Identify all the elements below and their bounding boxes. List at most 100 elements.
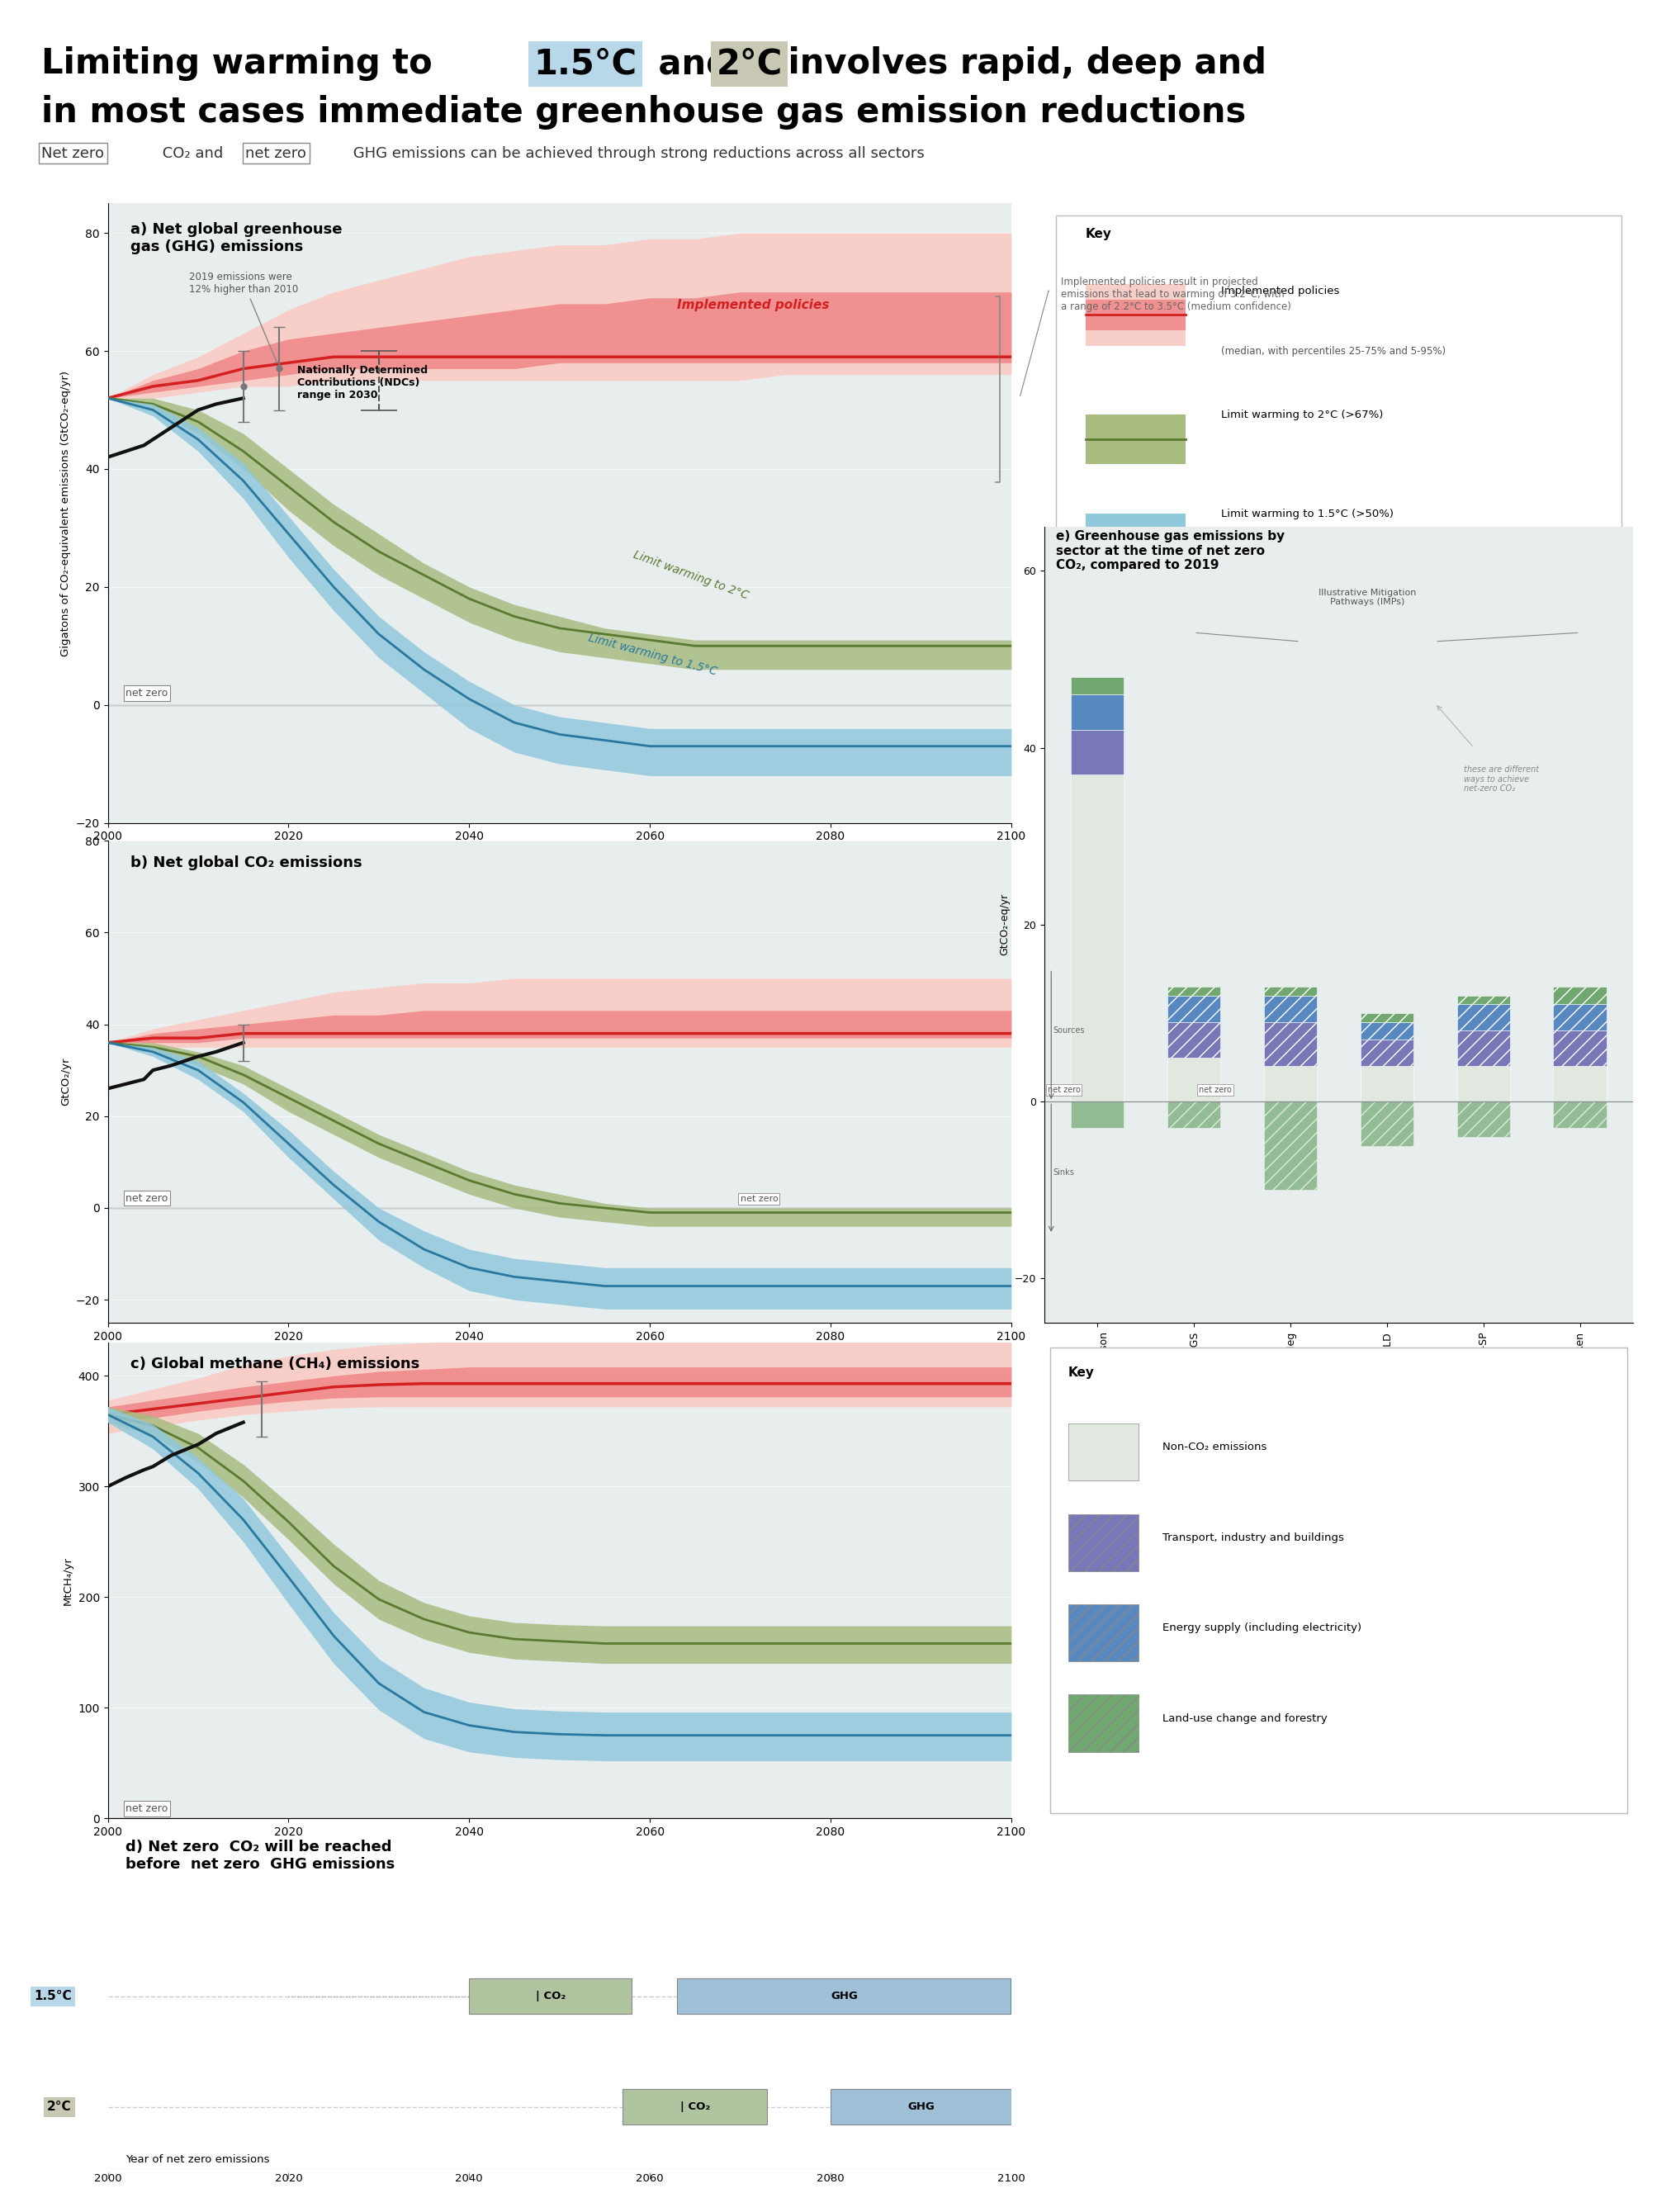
Bar	[676, 1978, 1011, 2013]
Bar	[1167, 1102, 1220, 1128]
Bar	[1070, 695, 1123, 730]
Text: 2080: 2080	[817, 2172, 843, 2183]
Bar	[1067, 1513, 1138, 1571]
Bar	[1263, 1066, 1316, 1102]
Text: 2015 and 2019 (dot indicates the median): 2015 and 2019 (dot indicates the median)	[1220, 763, 1427, 774]
Text: in most cases immediate greenhouse gas emission reductions: in most cases immediate greenhouse gas e…	[41, 95, 1246, 131]
Bar	[1553, 1004, 1606, 1031]
Bar	[1067, 1604, 1138, 1661]
Text: c) Global methane (CH₄) emissions: c) Global methane (CH₄) emissions	[131, 1356, 419, 1371]
Text: Implemented policies: Implemented policies	[676, 299, 828, 312]
Bar	[1553, 1102, 1606, 1128]
Text: | CO₂: | CO₂	[679, 2101, 709, 2112]
Text: net zero: net zero	[245, 146, 307, 161]
Text: 2100: 2100	[998, 2172, 1024, 2183]
Text: Limit warming to 1.5°C (>50%): Limit warming to 1.5°C (>50%)	[1220, 509, 1394, 520]
Bar	[1360, 1040, 1413, 1066]
Bar	[1070, 1102, 1123, 1128]
Text: net zero: net zero	[1198, 1086, 1231, 1095]
Text: a) Net global greenhouse
gas (GHG) emissions: a) Net global greenhouse gas (GHG) emiss…	[131, 221, 341, 254]
Bar	[1167, 1057, 1220, 1102]
Text: these are different
ways to achieve
net-zero CO₂: these are different ways to achieve net-…	[1463, 765, 1539, 792]
Bar	[1070, 677, 1123, 695]
Text: Implemented policies: Implemented policies	[1220, 285, 1339, 296]
Text: Sinks: Sinks	[1052, 1168, 1074, 1177]
Bar	[469, 1978, 631, 2013]
Bar	[1360, 1013, 1413, 1022]
Text: 1.5°C: 1.5°C	[534, 46, 636, 82]
Bar	[1457, 1004, 1510, 1031]
Text: and: and	[646, 46, 742, 82]
Text: Non-CO₂ emissions: Non-CO₂ emissions	[1162, 1442, 1266, 1453]
Text: Model range for 2015 emissions: Model range for 2015 emissions	[1220, 672, 1397, 684]
Text: Nationally Determined
Contributions (NDCs)
range in 2030: Nationally Determined Contributions (NDC…	[297, 365, 428, 400]
Bar	[1263, 995, 1316, 1022]
Bar	[1360, 1102, 1413, 1146]
Text: 2°C: 2°C	[46, 2101, 71, 2112]
Text: Past emissions (2000–2015): Past emissions (2000–2015)	[1220, 617, 1374, 628]
Text: GHG emissions can be achieved through strong reductions across all sectors: GHG emissions can be achieved through st…	[348, 146, 923, 161]
Text: Limiting warming to: Limiting warming to	[41, 46, 444, 82]
Text: Limit warming to 2°C (>67%): Limit warming to 2°C (>67%)	[1220, 409, 1382, 420]
Text: d) Net zero  CO₂ will be reached
before  net zero  GHG emissions: d) Net zero CO₂ will be reached before n…	[126, 1840, 394, 1871]
Text: Past GHG emissions and uncertainty for: Past GHG emissions and uncertainty for	[1220, 723, 1415, 732]
Text: Key: Key	[1085, 228, 1112, 241]
Text: 2019 emissions were
12% higher than 2010: 2019 emissions were 12% higher than 2010	[189, 272, 298, 365]
Bar	[1085, 299, 1185, 330]
Text: | CO₂: | CO₂	[535, 1991, 565, 2002]
Bar	[1263, 987, 1316, 995]
Text: net zero: net zero	[1047, 1086, 1080, 1095]
Text: 2000: 2000	[94, 2172, 121, 2183]
Y-axis label: GtCO₂-eq/yr: GtCO₂-eq/yr	[999, 894, 1009, 956]
Bar	[1457, 1102, 1510, 1137]
Bar	[1457, 1031, 1510, 1066]
Text: with no or limited overshoot: with no or limited overshoot	[1220, 568, 1359, 580]
Bar	[1553, 1066, 1606, 1102]
Text: (median, with percentiles 25-75% and 5-95%): (median, with percentiles 25-75% and 5-9…	[1220, 345, 1445, 356]
Text: Net zero: Net zero	[41, 146, 104, 161]
Bar	[1360, 1022, 1413, 1040]
Bar	[1167, 987, 1220, 995]
Text: Illustrative Mitigation
Pathways (IMPs): Illustrative Mitigation Pathways (IMPs)	[1317, 588, 1415, 606]
Text: net zero: net zero	[126, 1803, 167, 1814]
Y-axis label: Gigatons of CO₂-equivalent emissions (GtCO₂-eq/yr): Gigatons of CO₂-equivalent emissions (Gt…	[60, 369, 71, 657]
Text: CO₂ and: CO₂ and	[157, 146, 227, 161]
Bar	[1457, 995, 1510, 1004]
Text: 2060: 2060	[636, 2172, 663, 2183]
Text: Implemented policies result in projected
emissions that lead to warming of 3.2°C: Implemented policies result in projected…	[1060, 276, 1291, 312]
Bar	[1085, 414, 1185, 465]
Bar	[1263, 1022, 1316, 1066]
Bar	[1457, 1066, 1510, 1102]
Bar	[1070, 730, 1123, 774]
Bar	[1167, 995, 1220, 1022]
Bar	[1067, 1694, 1138, 1752]
Text: Transport, industry and buildings: Transport, industry and buildings	[1162, 1533, 1342, 1544]
Text: Limit warming to 1.5°C: Limit warming to 1.5°C	[587, 633, 717, 677]
Text: 2°C: 2°C	[716, 46, 782, 82]
Bar	[1085, 526, 1185, 551]
Bar	[623, 2088, 767, 2124]
Bar	[1085, 513, 1185, 562]
Bar	[1167, 1022, 1220, 1057]
Text: Limit warming to 2°C: Limit warming to 2°C	[631, 549, 751, 602]
Bar	[1360, 1066, 1413, 1102]
Bar	[1553, 987, 1606, 1004]
Text: GHG: GHG	[830, 1991, 857, 2002]
Text: involves rapid, deep and: involves rapid, deep and	[775, 46, 1266, 82]
Text: 2040: 2040	[456, 2172, 482, 2183]
Text: b) Net global CO₂ emissions: b) Net global CO₂ emissions	[131, 856, 361, 869]
Bar	[1067, 1425, 1138, 1480]
Text: net zero: net zero	[741, 1194, 777, 1203]
Bar	[1553, 1031, 1606, 1066]
Text: Year of net zero emissions: Year of net zero emissions	[126, 2154, 270, 2166]
Bar	[1085, 427, 1185, 451]
Text: net zero: net zero	[126, 1192, 167, 1203]
Y-axis label: MtCH₄/yr: MtCH₄/yr	[63, 1557, 73, 1604]
Bar	[1263, 1102, 1316, 1190]
Text: 1.5°C: 1.5°C	[33, 1991, 71, 2002]
Text: Land-use change and forestry: Land-use change and forestry	[1162, 1712, 1326, 1723]
Text: Energy supply (including electricity): Energy supply (including electricity)	[1162, 1624, 1360, 1632]
Text: Key: Key	[1067, 1367, 1094, 1378]
Y-axis label: GtCO₂/yr: GtCO₂/yr	[60, 1057, 71, 1106]
Text: 2020: 2020	[275, 2172, 302, 2183]
